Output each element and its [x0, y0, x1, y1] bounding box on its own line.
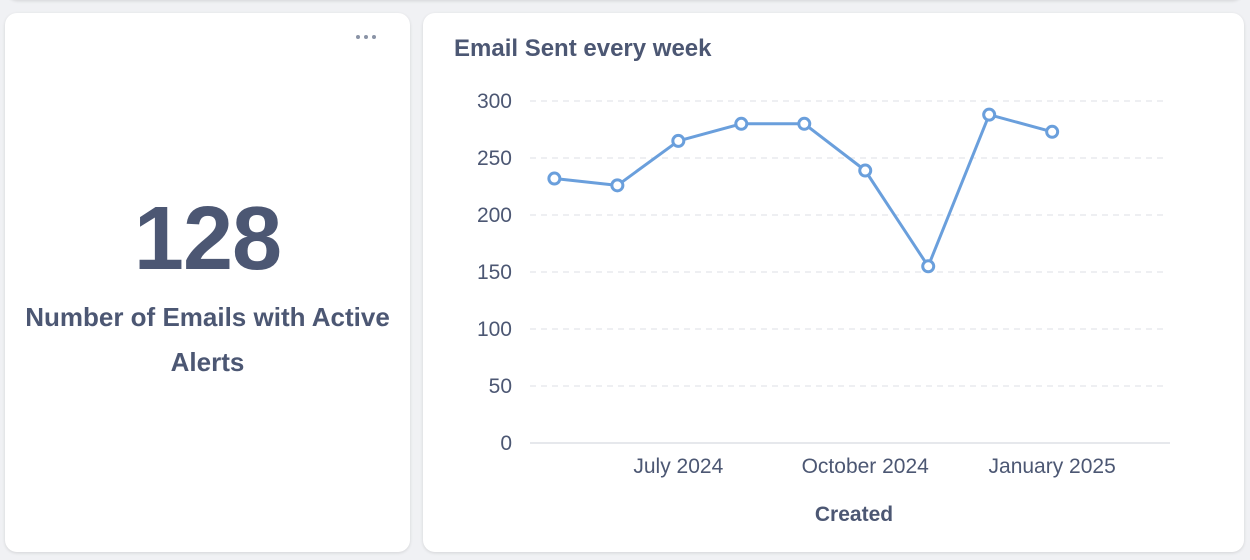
chart-card: Email Sent every week 0 50 100 150 200 250 300…	[423, 13, 1244, 552]
scalar-value[interactable]: 128	[133, 189, 282, 289]
data-point[interactable]	[547, 171, 562, 186]
data-point[interactable]	[734, 116, 749, 131]
data-point[interactable]	[1045, 124, 1060, 139]
data-point[interactable]	[982, 107, 997, 122]
chart-title[interactable]: Email Sent every week	[454, 35, 712, 62]
data-point[interactable]	[797, 116, 812, 131]
y-tick-label: 200	[477, 204, 512, 227]
data-point[interactable]	[921, 259, 936, 274]
data-point[interactable]	[610, 178, 625, 193]
y-tick-label: 100	[477, 318, 512, 341]
y-tick-label: 250	[477, 147, 512, 170]
x-tick-label: October 2024	[802, 455, 930, 478]
data-point[interactable]	[671, 133, 686, 148]
y-tick-label: 150	[477, 261, 512, 284]
scalar-label: Number of Emails with Active Alerts	[25, 302, 390, 377]
scalar-card: 128 Number of Emails with Active Alerts	[5, 13, 410, 552]
y-tick-label: 300	[477, 90, 512, 113]
line-chart: 0 50 100 150 200 250 300 July 2024 October 2024 J…	[477, 90, 1170, 526]
data-point[interactable]	[858, 163, 873, 178]
x-axis-label: Created	[815, 503, 893, 526]
series-line	[552, 113, 1054, 268]
y-tick-label: 50	[489, 375, 512, 398]
y-tick-label: 0	[500, 432, 512, 455]
more-options-icon[interactable]	[356, 35, 376, 39]
x-tick-label: January 2025	[989, 455, 1116, 478]
x-tick-label: July 2024	[633, 455, 723, 478]
